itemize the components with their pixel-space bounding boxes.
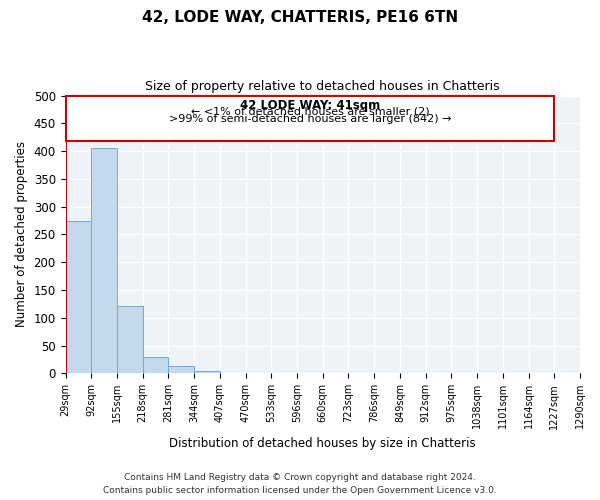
Bar bbox=[117, 306, 143, 374]
Text: 42, LODE WAY, CHATTERIS, PE16 6TN: 42, LODE WAY, CHATTERIS, PE16 6TN bbox=[142, 10, 458, 25]
Text: 42 LODE WAY: 41sqm: 42 LODE WAY: 41sqm bbox=[240, 99, 380, 112]
Bar bbox=[169, 366, 194, 374]
X-axis label: Distribution of detached houses by size in Chatteris: Distribution of detached houses by size … bbox=[169, 437, 476, 450]
Bar bbox=[143, 357, 169, 374]
Bar bbox=[194, 370, 220, 374]
Title: Size of property relative to detached houses in Chatteris: Size of property relative to detached ho… bbox=[145, 80, 500, 93]
Bar bbox=[65, 220, 91, 374]
Text: ← <1% of detached houses are smaller (2): ← <1% of detached houses are smaller (2) bbox=[191, 106, 430, 117]
Bar bbox=[91, 148, 117, 374]
Y-axis label: Number of detached properties: Number of detached properties bbox=[15, 142, 28, 328]
FancyBboxPatch shape bbox=[66, 96, 554, 141]
Text: Contains HM Land Registry data © Crown copyright and database right 2024.
Contai: Contains HM Land Registry data © Crown c… bbox=[103, 474, 497, 495]
Text: >99% of semi-detached houses are larger (842) →: >99% of semi-detached houses are larger … bbox=[169, 114, 451, 124]
